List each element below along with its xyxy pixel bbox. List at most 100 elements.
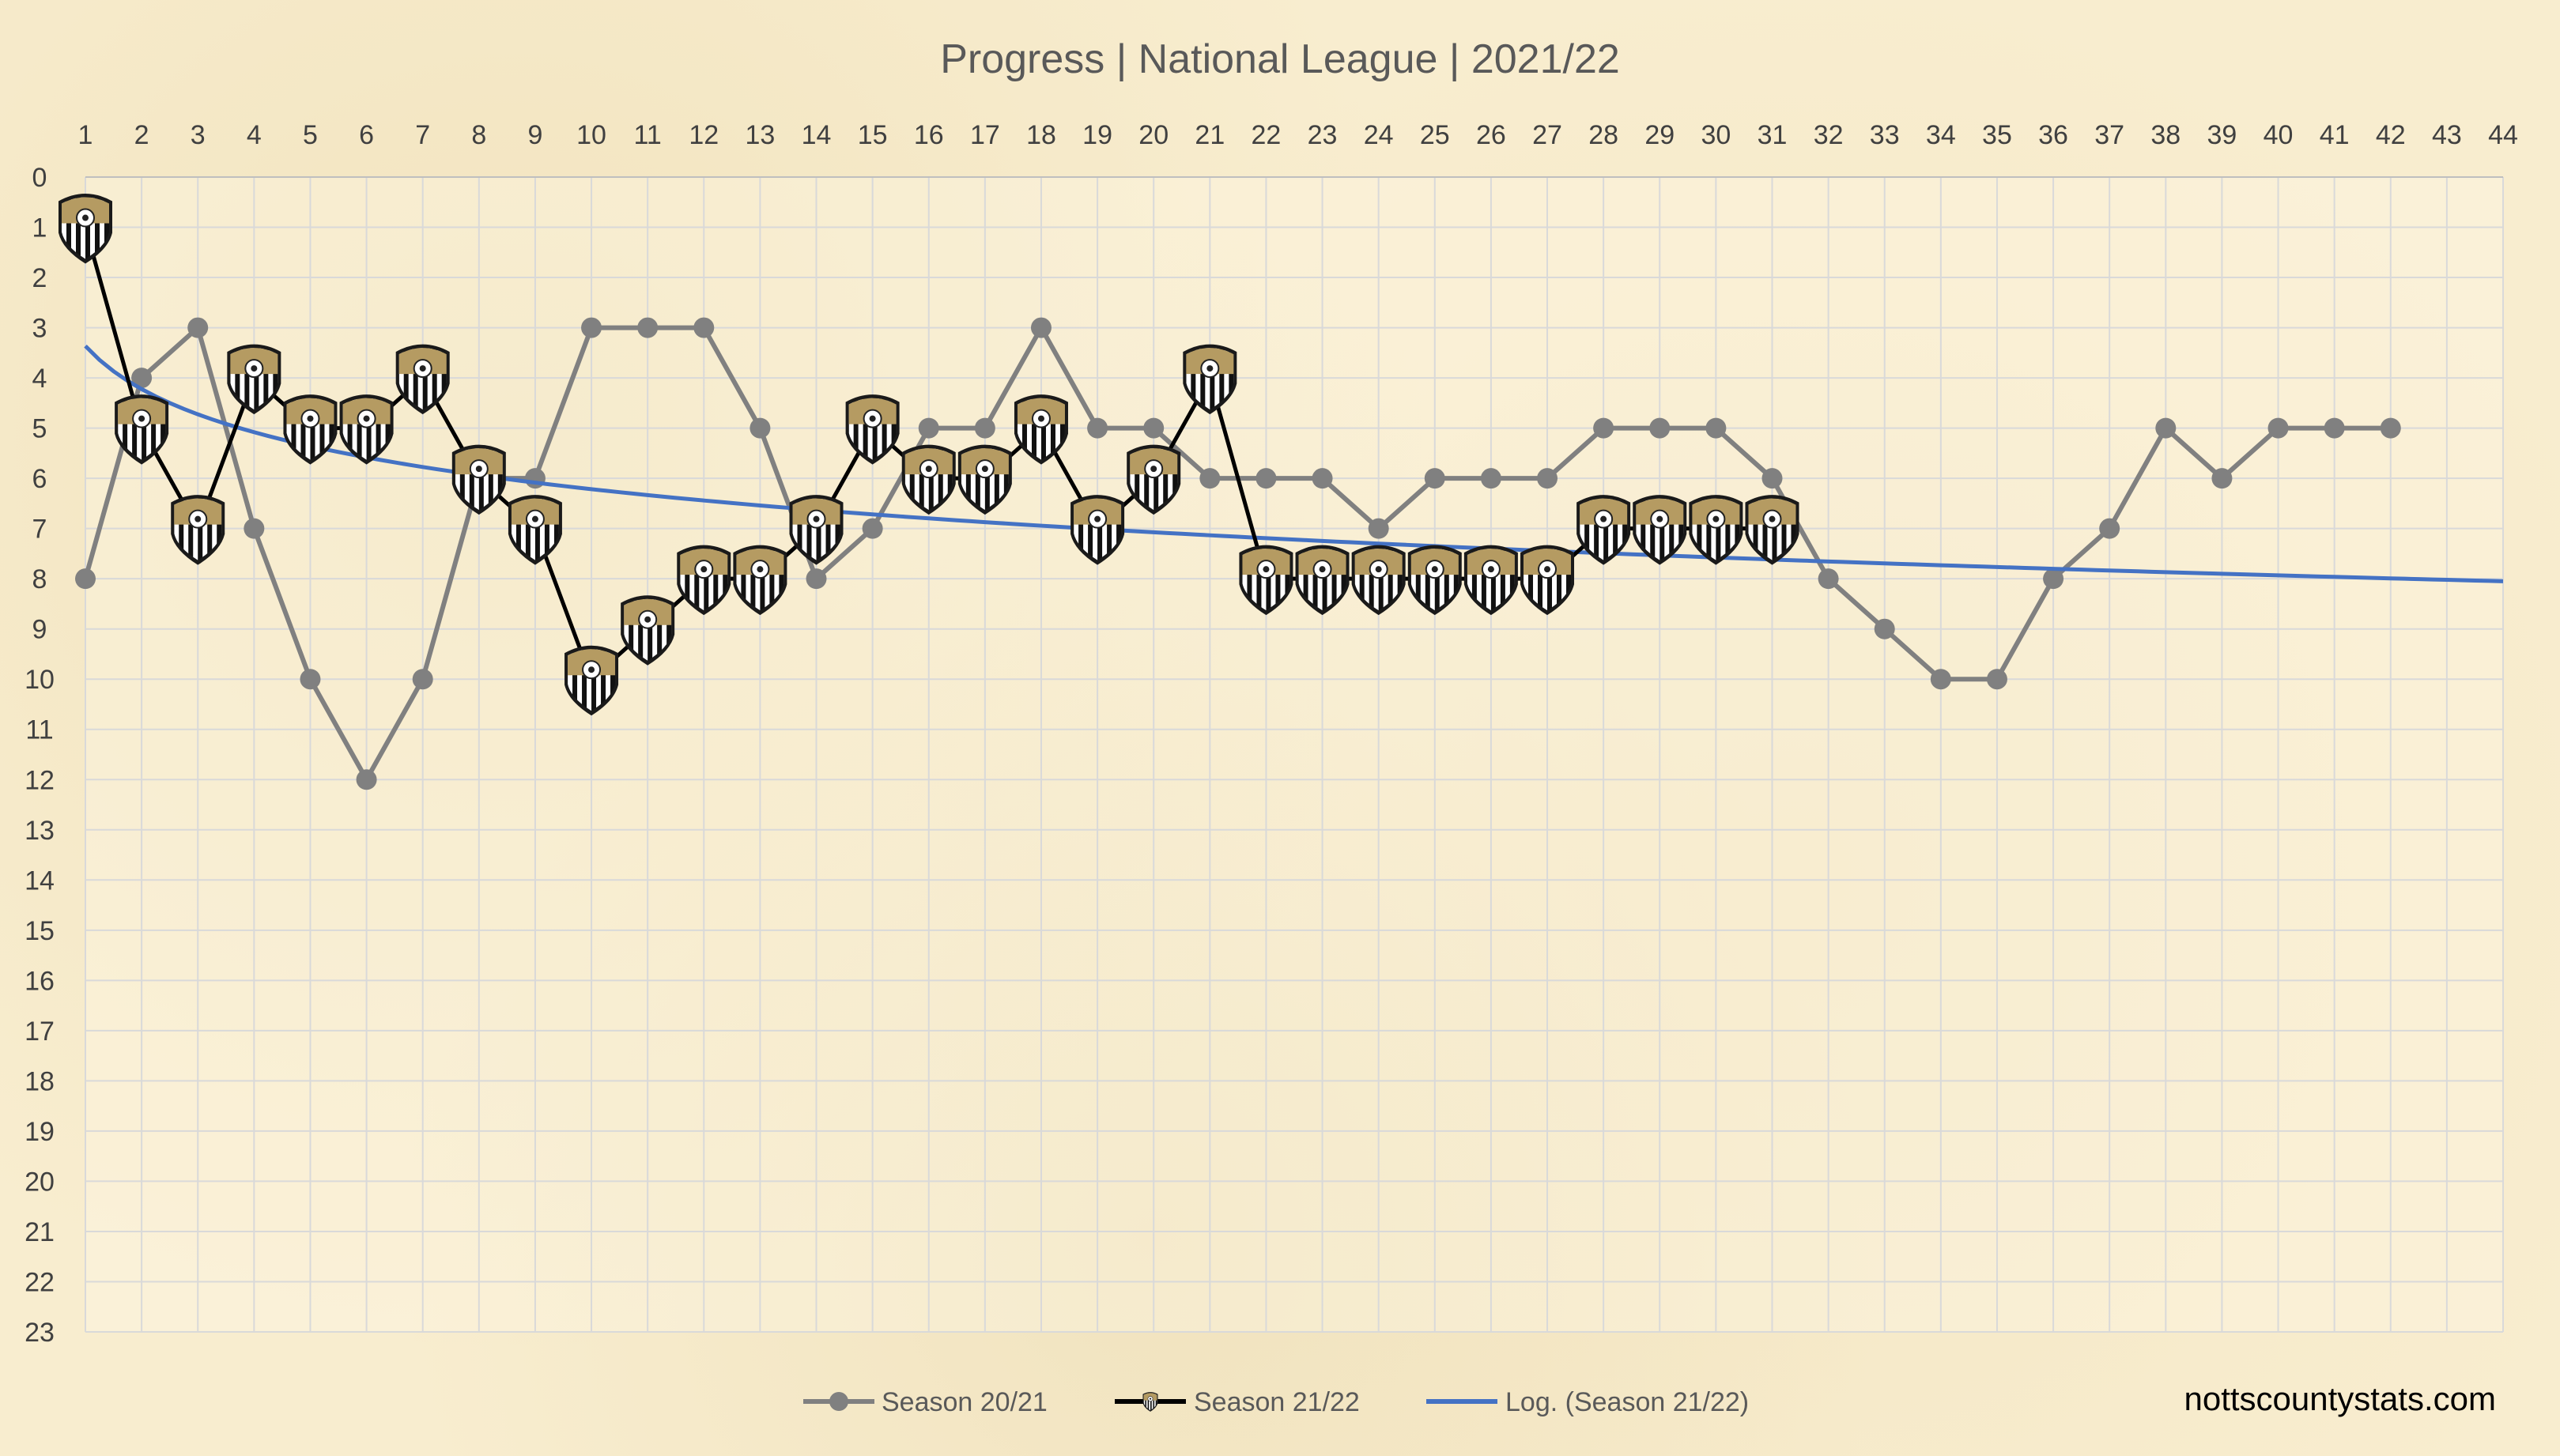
x-tick-label: 3 (191, 120, 206, 150)
season-20-21-point (2380, 417, 2401, 439)
x-tick-label: 23 (1308, 120, 1338, 150)
x-tick-label: 36 (2038, 120, 2068, 150)
x-tick-label: 26 (1476, 120, 1506, 150)
y-tick-label: 9 (32, 615, 47, 645)
x-tick-label: 11 (634, 120, 662, 150)
crest-marker (1745, 495, 1799, 565)
x-tick-label: 24 (1364, 120, 1394, 150)
season-20-21-point (524, 468, 546, 489)
x-tick-label: 33 (1870, 120, 1900, 150)
crest-ball-center (1149, 1398, 1152, 1400)
crest-marker (564, 645, 619, 716)
crest-ball-center (475, 466, 482, 473)
season-20-21-point (412, 669, 433, 690)
site-watermark: nottscountystats.com (2184, 1380, 2496, 1417)
crest-marker (1142, 1392, 1158, 1412)
season-20-21-point (1649, 417, 1671, 439)
x-tick-label: 4 (247, 120, 262, 150)
x-tick-label: 2 (134, 120, 149, 150)
y-tick-label: 13 (25, 816, 55, 846)
season-20-21-point (75, 568, 96, 590)
season-20-21-point (1030, 317, 1052, 338)
y-tick-label: 10 (25, 665, 55, 695)
y-tick-label: 20 (25, 1167, 55, 1197)
season-20-21-point (1087, 417, 1108, 439)
x-tick-label: 32 (1814, 120, 1844, 150)
crest-ball-center (1487, 566, 1494, 573)
season-20-21-point (918, 417, 939, 439)
season-20-21-point (1705, 417, 1727, 439)
season-20-21-point (1255, 468, 1277, 489)
crest-ball-center (419, 365, 426, 372)
crest-marker (395, 344, 450, 415)
season-20-21-point (862, 518, 883, 539)
crest-ball-center (1037, 415, 1044, 422)
season-20-21-point (1480, 468, 1501, 489)
x-tick-label: 20 (1138, 120, 1169, 150)
crest-ball-center (531, 515, 538, 522)
crest-marker (901, 444, 956, 515)
crest-ball-center (981, 466, 988, 473)
crest-marker (789, 495, 844, 565)
season-20-21-point (1986, 669, 2007, 690)
crest-ball-center (1206, 365, 1214, 372)
legend-label-log-trendline: Log. (Season 21/22) (1505, 1387, 1749, 1417)
season-20-21-point (2267, 417, 2289, 439)
crest-ball-center (1094, 515, 1101, 522)
x-tick-label: 22 (1252, 120, 1282, 150)
season-20-21-point (2043, 568, 2064, 590)
season-20-21-point (1368, 518, 1389, 539)
season-20-21-point (806, 568, 827, 590)
crest-marker (1295, 545, 1350, 616)
y-tick-label: 16 (25, 966, 55, 996)
y-tick-label: 6 (32, 464, 47, 494)
x-tick-label: 7 (415, 120, 430, 150)
season-20-21-point (637, 317, 659, 338)
x-tick-label: 37 (2094, 120, 2124, 150)
crest-marker (1239, 545, 1293, 616)
y-tick-label: 8 (32, 564, 47, 594)
y-tick-label: 23 (25, 1318, 55, 1348)
x-tick-label: 44 (2488, 120, 2518, 150)
x-tick-label: 25 (1420, 120, 1450, 150)
season-20-21-point (1818, 568, 1839, 590)
season-20-21-point (1143, 417, 1165, 439)
x-tick-label: 19 (1082, 120, 1112, 150)
crest-marker (508, 495, 562, 565)
season-20-21-point (1312, 468, 1333, 489)
crest-marker (115, 394, 169, 465)
x-axis-ticks: 1 2 3 4 5 6 7 8 9 10 11 12 13 14 15 16 17 18 19 20 21 22 23 24 2… (78, 120, 2518, 150)
crest-marker (1463, 545, 1518, 616)
x-tick-label: 12 (689, 120, 719, 150)
y-tick-label: 17 (25, 1017, 55, 1047)
x-tick-label: 28 (1588, 120, 1618, 150)
x-tick-label: 14 (802, 120, 832, 150)
crest-ball-center (1150, 466, 1157, 473)
y-tick-label: 11 (25, 715, 53, 745)
y-tick-label: 1 (32, 213, 47, 243)
crest-ball-center (1263, 566, 1270, 573)
y-tick-label: 5 (32, 414, 47, 444)
crest-ball-center (925, 466, 932, 473)
x-tick-label: 17 (970, 120, 1000, 150)
legend-marker-season-20-21 (829, 1392, 848, 1411)
season-20-21-point (131, 368, 153, 389)
season-20-21-point (356, 769, 377, 790)
y-tick-label: 4 (32, 364, 47, 394)
crest-ball-center (251, 365, 258, 372)
x-tick-label: 15 (858, 120, 888, 150)
season-20-21-point (581, 317, 602, 338)
y-tick-label: 19 (25, 1117, 55, 1147)
crest-ball-center (1431, 566, 1438, 573)
plot-area (85, 177, 2503, 1332)
crest-ball-center (1600, 515, 1607, 522)
crest-marker (451, 444, 506, 515)
x-tick-label: 16 (914, 120, 944, 150)
crest-marker (733, 545, 787, 616)
chart-title: Progress | National League | 2021/22 (940, 36, 1620, 82)
crest-ball-center (1375, 566, 1382, 573)
series-season-21-22 (59, 194, 1799, 716)
